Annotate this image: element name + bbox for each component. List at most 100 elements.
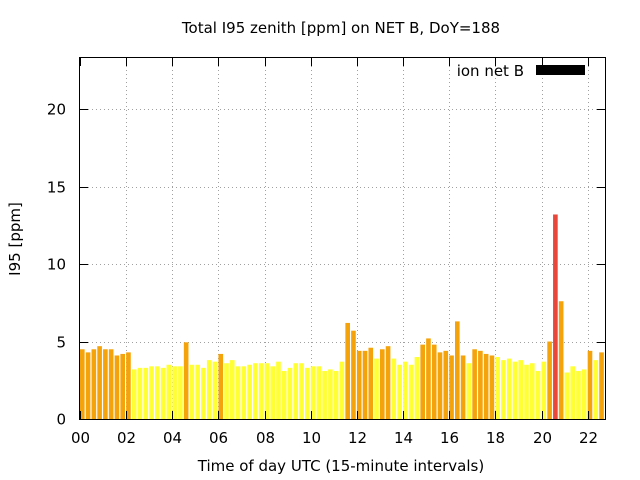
- bar: [178, 366, 183, 419]
- bar: [108, 349, 114, 419]
- bar: [478, 350, 483, 419]
- bar: [293, 363, 299, 419]
- bar: [408, 364, 414, 419]
- x-tick-label: 08: [256, 429, 275, 447]
- bar: [322, 370, 327, 419]
- bar: [258, 363, 264, 419]
- bar: [455, 321, 460, 419]
- bar: [224, 363, 229, 419]
- bar: [339, 361, 345, 419]
- bar: [172, 366, 177, 419]
- axis-ticks: [80, 58, 605, 420]
- bar: [80, 349, 85, 419]
- bar: [155, 366, 160, 419]
- bar: [183, 342, 189, 419]
- bar: [218, 353, 224, 419]
- x-tick-label: 00: [71, 429, 90, 447]
- x-tick-label: 20: [533, 429, 552, 447]
- x-tick-label: 18: [486, 429, 505, 447]
- x-tick-label: 14: [394, 429, 413, 447]
- bar: [576, 370, 581, 419]
- bar-series: [80, 214, 604, 419]
- bar: [460, 355, 466, 419]
- bar: [570, 366, 575, 419]
- bar: [443, 350, 449, 419]
- y-tick-label: 20: [47, 101, 66, 119]
- bar: [431, 344, 437, 419]
- bar: [414, 357, 420, 419]
- bar: [310, 366, 316, 419]
- bar: [299, 363, 304, 419]
- y-tick-label: 0: [56, 411, 66, 429]
- bar: [501, 360, 506, 419]
- bar: [547, 341, 552, 419]
- bar: [518, 360, 524, 419]
- bar: [206, 360, 212, 419]
- bar: [131, 369, 137, 419]
- x-axis-label: Time of day UTC (15-minute intervals): [197, 457, 484, 475]
- bar: [380, 349, 385, 419]
- bar: [356, 350, 362, 419]
- bar: [149, 366, 154, 419]
- bar: [524, 364, 529, 419]
- bar: [506, 358, 512, 419]
- bar: [391, 358, 397, 419]
- bar: [120, 353, 125, 419]
- bar: [535, 370, 541, 419]
- bar: [368, 347, 374, 419]
- x-tick-label: 02: [117, 429, 136, 447]
- bar: [281, 370, 287, 419]
- bar: [466, 363, 472, 419]
- bar: [472, 349, 477, 419]
- bar: [495, 357, 500, 419]
- chart-title: Total I95 zenith [ppm] on NET B, DoY=188: [181, 19, 500, 37]
- bar: [212, 361, 218, 419]
- bar: [241, 366, 247, 419]
- bar: [328, 369, 333, 419]
- bar: [91, 349, 97, 419]
- bar: [126, 352, 131, 419]
- legend: ion net B: [457, 62, 585, 80]
- bar: [512, 361, 518, 419]
- x-tick-label: 16: [440, 429, 459, 447]
- bar: [581, 369, 587, 419]
- y-tick-label: 5: [56, 334, 66, 352]
- legend-swatch: [536, 65, 585, 75]
- y-axis-label: I95 [ppm]: [6, 202, 24, 276]
- bar: [230, 360, 235, 419]
- bar: [253, 363, 258, 419]
- x-tick-label: 04: [163, 429, 182, 447]
- bar: [397, 364, 402, 419]
- bar: [593, 360, 599, 419]
- bar: [201, 367, 206, 419]
- bar: [166, 364, 172, 419]
- bar: [189, 364, 195, 419]
- bar: [420, 344, 425, 419]
- bar: [541, 361, 547, 419]
- bar: [137, 367, 143, 419]
- bar: [483, 353, 489, 419]
- x-tick-label: 22: [579, 429, 598, 447]
- bar: [97, 346, 102, 419]
- bar: [362, 350, 368, 419]
- y-tick-label: 10: [47, 256, 66, 274]
- bar: [345, 322, 350, 419]
- bar: [351, 330, 356, 419]
- x-tick-label: 06: [209, 429, 228, 447]
- x-tick-label: 10: [302, 429, 321, 447]
- grid-lines: [80, 58, 605, 419]
- bar: [449, 355, 454, 419]
- bar: [558, 301, 564, 419]
- bar: [426, 338, 431, 419]
- bar: [143, 367, 149, 419]
- bar: [276, 361, 281, 419]
- bar: [305, 367, 310, 419]
- bar: [385, 346, 391, 419]
- legend-label: ion net B: [457, 62, 524, 80]
- bar: [114, 355, 120, 419]
- bar: [599, 352, 604, 419]
- bar: [85, 352, 91, 419]
- bar: [437, 352, 443, 419]
- bar: [270, 366, 275, 419]
